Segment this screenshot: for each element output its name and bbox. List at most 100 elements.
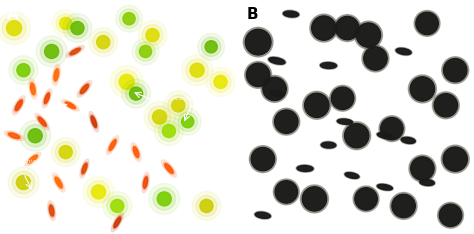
Circle shape <box>2 16 26 40</box>
Ellipse shape <box>4 131 24 141</box>
Circle shape <box>410 77 435 101</box>
Ellipse shape <box>376 132 393 139</box>
Circle shape <box>107 195 128 216</box>
Circle shape <box>119 9 139 29</box>
Ellipse shape <box>420 179 434 186</box>
Circle shape <box>351 18 386 52</box>
Ellipse shape <box>269 58 285 64</box>
Circle shape <box>303 91 331 119</box>
Circle shape <box>28 129 42 143</box>
Circle shape <box>270 105 303 138</box>
Circle shape <box>416 12 438 35</box>
Ellipse shape <box>35 113 49 130</box>
Ellipse shape <box>337 118 354 125</box>
Circle shape <box>442 57 469 84</box>
Circle shape <box>339 118 374 153</box>
Circle shape <box>355 21 383 49</box>
Circle shape <box>138 21 167 50</box>
Circle shape <box>434 94 457 117</box>
Ellipse shape <box>109 140 116 150</box>
Circle shape <box>153 110 166 124</box>
Circle shape <box>71 22 84 35</box>
Circle shape <box>353 186 379 212</box>
Circle shape <box>87 181 110 203</box>
Circle shape <box>302 187 327 211</box>
Circle shape <box>345 124 369 148</box>
Circle shape <box>93 32 114 53</box>
Circle shape <box>435 199 466 231</box>
Circle shape <box>111 199 124 212</box>
Ellipse shape <box>15 100 22 111</box>
Circle shape <box>186 59 209 81</box>
Circle shape <box>251 147 274 171</box>
Ellipse shape <box>9 133 19 139</box>
Ellipse shape <box>44 93 50 104</box>
Circle shape <box>52 10 79 37</box>
Circle shape <box>20 120 51 151</box>
Circle shape <box>192 191 221 220</box>
Circle shape <box>45 44 59 58</box>
Circle shape <box>17 64 30 77</box>
Circle shape <box>305 93 329 117</box>
Ellipse shape <box>377 184 392 190</box>
Ellipse shape <box>319 140 338 150</box>
Circle shape <box>214 75 227 88</box>
Ellipse shape <box>142 172 149 193</box>
Circle shape <box>429 89 463 122</box>
Ellipse shape <box>255 212 270 218</box>
Circle shape <box>443 147 467 171</box>
Ellipse shape <box>55 177 62 188</box>
Ellipse shape <box>396 48 411 55</box>
Circle shape <box>182 55 212 86</box>
Circle shape <box>126 83 146 104</box>
Ellipse shape <box>345 173 359 178</box>
Circle shape <box>307 11 341 45</box>
Circle shape <box>438 202 464 228</box>
Ellipse shape <box>143 177 147 188</box>
Ellipse shape <box>14 98 23 112</box>
Circle shape <box>246 143 280 176</box>
Circle shape <box>115 70 139 94</box>
Ellipse shape <box>401 137 415 143</box>
Ellipse shape <box>113 215 122 229</box>
Ellipse shape <box>77 80 92 97</box>
Ellipse shape <box>91 114 97 129</box>
Circle shape <box>273 108 300 135</box>
Circle shape <box>414 11 440 36</box>
Ellipse shape <box>344 172 360 179</box>
Circle shape <box>163 124 175 138</box>
Circle shape <box>67 18 88 39</box>
Circle shape <box>362 45 389 72</box>
Circle shape <box>390 192 417 219</box>
Ellipse shape <box>335 117 355 127</box>
Ellipse shape <box>49 205 54 216</box>
Circle shape <box>12 171 35 194</box>
Circle shape <box>331 11 364 45</box>
Circle shape <box>359 42 392 75</box>
Ellipse shape <box>395 48 412 55</box>
Circle shape <box>97 36 110 49</box>
Ellipse shape <box>44 91 50 105</box>
Circle shape <box>411 7 443 39</box>
Ellipse shape <box>164 164 173 173</box>
Circle shape <box>392 194 415 218</box>
Ellipse shape <box>161 160 177 177</box>
Ellipse shape <box>283 11 299 17</box>
Circle shape <box>410 157 434 180</box>
Circle shape <box>132 38 159 65</box>
Ellipse shape <box>25 152 41 166</box>
Circle shape <box>51 138 80 167</box>
Circle shape <box>258 72 291 106</box>
Text: B: B <box>246 7 258 22</box>
Circle shape <box>24 124 46 147</box>
Circle shape <box>139 45 152 58</box>
Circle shape <box>387 189 420 223</box>
Circle shape <box>329 85 356 111</box>
Circle shape <box>245 29 271 55</box>
Ellipse shape <box>52 64 61 86</box>
Ellipse shape <box>268 57 286 65</box>
Circle shape <box>155 117 183 146</box>
Ellipse shape <box>91 116 97 128</box>
Circle shape <box>55 142 76 163</box>
Ellipse shape <box>401 136 416 144</box>
